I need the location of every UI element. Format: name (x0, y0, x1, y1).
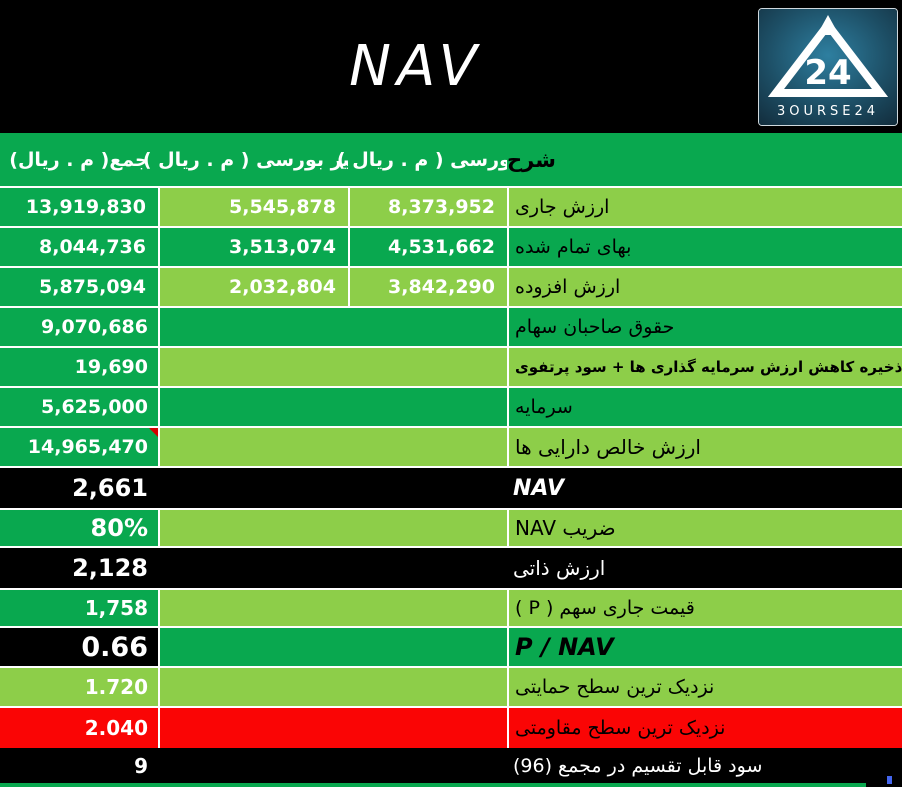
table-row: 80% ضریب NAV (0, 508, 902, 548)
row-label: سود قابل تقسیم در مجمع (96) (507, 748, 902, 783)
artifact-glyph (887, 776, 892, 784)
table-row: 5,625,000 سرمایه (0, 388, 902, 428)
table-row: 14,965,470 ارزش خالص دارایی ها (0, 428, 902, 468)
row-label: ارزش جاری (507, 188, 902, 226)
row-label: سرمایه (507, 388, 902, 426)
row-label: قیمت جاری سهم ( P ) (507, 590, 902, 626)
total-value: 1,758 (0, 590, 158, 626)
table-row: 1,758 قیمت جاری سهم ( P ) (0, 588, 902, 628)
non-bourse-value: 2,032,804 (158, 268, 348, 306)
table-body: 13,919,830 5,545,878 8,373,952 ارزش جاری 8,0… (0, 188, 902, 783)
total-value: 19,690 (0, 348, 158, 386)
arrow-up-icon (817, 15, 839, 35)
bourse24-logo-graphic: 24 3OURSE24 (759, 9, 897, 125)
header-total: جمع( م . ریال) (0, 133, 158, 186)
logo-24: 24 (804, 53, 851, 93)
triangle-icon (767, 18, 889, 97)
empty-cell (158, 708, 507, 748)
row-label: حقوق صاحبان سهام (507, 308, 902, 346)
bourse-value: 3,842,290 (348, 268, 507, 306)
table-row: 19,690 ذخیره کاهش ارزش سرمایه گذاری ها + … (0, 348, 902, 388)
table-row: 2.040 نزدیک ترین سطح مقاومتی (0, 708, 902, 748)
empty-cell (158, 428, 507, 466)
non-bourse-value: 3,513,074 (158, 228, 348, 266)
empty-cell (158, 510, 507, 546)
row-label: P / NAV (507, 628, 902, 666)
total-value: 9,070,686 (0, 308, 158, 346)
total-value: 2,661 (0, 468, 158, 508)
empty-cell (158, 590, 507, 626)
total-value: 80% (0, 510, 158, 546)
header-bourse: بورسی ( م . ریال ) (337, 133, 518, 186)
total-value: 1.720 (0, 668, 158, 706)
empty-cell (158, 628, 507, 666)
empty-cell (158, 348, 507, 386)
row-label: ارزش افزوده (507, 268, 902, 306)
total-value: 13,919,830 (0, 188, 158, 226)
row-label: NAV (507, 468, 902, 508)
logo-wordmark: 3OURSE24 (777, 104, 879, 119)
row-label: ارزش ذاتی (507, 548, 902, 588)
table-row: 8,044,736 3,513,074 4,531,662 بهای تمام شده (0, 228, 902, 268)
header-non-bourse: غیر بورسی ( م . ریال ) (143, 133, 363, 186)
empty-cell (158, 308, 507, 346)
table-row: 2,128 ارزش ذاتی (0, 548, 902, 588)
non-bourse-value: 5,545,878 (158, 188, 348, 226)
table-row: 2,661 NAV (0, 468, 902, 508)
row-label: ارزش خالص دارایی ها (507, 428, 902, 466)
total-value: 0.66 (0, 628, 158, 666)
total-value: 2,128 (0, 548, 158, 588)
bourse-value: 4,531,662 (348, 228, 507, 266)
empty-cell (158, 668, 507, 706)
row-label: ضریب NAV (507, 510, 902, 546)
bottom-strip (0, 783, 866, 787)
table-row: 13,919,830 5,545,878 8,373,952 ارزش جاری (0, 188, 902, 228)
total-value: 8,044,736 (0, 228, 158, 266)
table-row: 0.66 P / NAV (0, 628, 902, 668)
row-label: ذخیره کاهش ارزش سرمایه گذاری ها + سود پر… (507, 348, 902, 386)
title-bar: NAV 24 3OURSE24 (0, 0, 902, 133)
total-value: 14,965,470 (0, 428, 158, 466)
empty-cell (158, 468, 507, 508)
empty-cell (158, 548, 507, 588)
row-label: نزدیک ترین سطح مقاومتی (507, 708, 902, 748)
comment-marker (149, 428, 158, 437)
total-value: 2.040 (0, 708, 158, 748)
empty-cell (158, 748, 507, 783)
table-row: 9,070,686 حقوق صاحبان سهام (0, 308, 902, 348)
table-header-row: جمع( م . ریال) غیر بورسی ( م . ریال ) بو… (0, 133, 902, 188)
total-value: 5,625,000 (0, 388, 158, 426)
empty-cell (158, 388, 507, 426)
nav-table: جمع( م . ریال) غیر بورسی ( م . ریال ) بو… (0, 133, 902, 787)
row-label: بهای تمام شده (507, 228, 902, 266)
bourse-value: 8,373,952 (348, 188, 507, 226)
row-label: نزدیک ترین سطح حمایتی (507, 668, 902, 706)
header-description: شرح (507, 133, 902, 186)
page-title: NAV (349, 34, 483, 99)
table-row: 5,875,094 2,032,804 3,842,290 ارزش افزوده (0, 268, 902, 308)
table-row: 1.720 نزدیک ترین سطح حمایتی (0, 668, 902, 708)
total-value: 5,875,094 (0, 268, 158, 306)
total-value: 9 (0, 748, 158, 783)
bourse24-logo: 24 3OURSE24 (758, 8, 898, 126)
table-row: 9 سود قابل تقسیم در مجمع (96) (0, 748, 902, 783)
